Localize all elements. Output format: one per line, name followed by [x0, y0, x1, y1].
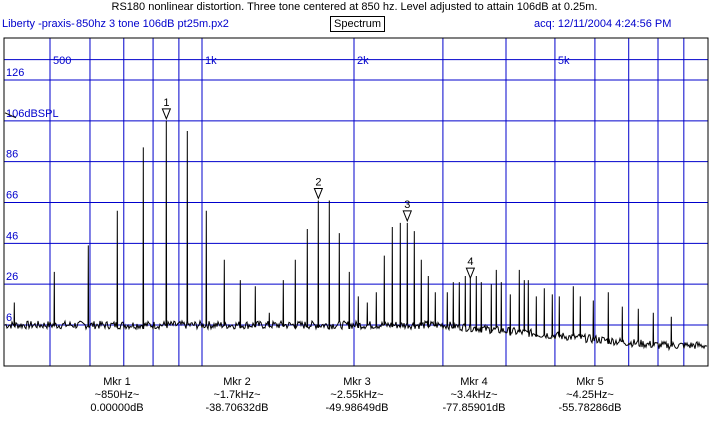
marker-label: 2	[315, 176, 321, 188]
analysis-title: RS180 nonlinear distortion. Three tone c…	[111, 1, 598, 13]
marker-triangle-icon	[465, 267, 476, 280]
marker-5-name: Mkr 5	[576, 376, 604, 388]
x-axis-labels: 500 1k 2k 5k	[53, 55, 570, 67]
marker-1-freq: ~850Hz~	[94, 389, 140, 401]
y-tick-label: 106dBSPL	[6, 108, 59, 120]
marker-label: 4	[467, 256, 473, 268]
marker-1-name: Mkr 1	[103, 376, 131, 388]
marker-4-readout: Mkr 4 ~3.4kHz~ -77.85901dB	[419, 376, 529, 415]
spectrum-trace	[4, 120, 708, 352]
marker-4-name: Mkr 4	[460, 376, 488, 388]
marker-label: 3	[404, 199, 410, 211]
marker-3-value: -49.98649dB	[325, 402, 389, 414]
marker-1-value: 0.00000dB	[90, 402, 144, 414]
y-tick-label: 6	[6, 312, 12, 324]
y-tick-label: 46	[6, 230, 18, 242]
reference-level-icon	[4, 112, 17, 119]
marker-triangle-icon	[402, 210, 413, 223]
acquisition-timestamp: acq: 12/11/2004 4:24:56 PM	[534, 18, 672, 30]
x-tick-label: 500	[53, 55, 71, 67]
x-tick-label: 2k	[357, 55, 369, 67]
marker-2-name: Mkr 2	[223, 376, 251, 388]
marker-2-value: -38.70632dB	[205, 402, 269, 414]
marker-layer: 1 2 3 4	[161, 97, 476, 280]
marker-1-readout: Mkr 1 ~850Hz~ 0.00000dB	[62, 376, 172, 415]
spectrum-mode-button[interactable]: Spectrum	[330, 16, 386, 32]
marker-triangle-icon	[161, 108, 172, 121]
y-tick-label: 66	[6, 190, 18, 202]
plot-grid	[4, 38, 708, 366]
marker-5-freq: ~4.25Hz~	[566, 389, 614, 401]
y-tick-label: 126	[6, 67, 24, 79]
x-tick-label: 1k	[205, 55, 217, 67]
marker-3-readout: Mkr 3 ~2.55kHz~ -49.98649dB	[302, 376, 412, 415]
y-axis-labels: 126 106dBSPL 86 66 46 26 6	[4, 67, 59, 324]
file-name: 850hz 3 tone 106dB pt25m.px2	[76, 18, 229, 30]
marker-4-value: -77.85901dB	[442, 402, 506, 414]
spectrum-trace-line	[4, 120, 708, 352]
marker-4-freq: ~3.4kHz~	[450, 389, 498, 401]
marker-3-freq: ~2.55kHz~	[330, 389, 384, 401]
app-name: Liberty -praxis-	[2, 18, 75, 30]
plot-frame	[3, 37, 709, 367]
marker-triangle-icon	[313, 187, 324, 200]
x-tick-label: 5k	[558, 55, 570, 67]
marker-5-readout: Mkr 5 ~4.25Hz~ -55.78286dB	[535, 376, 645, 415]
marker-2-freq: ~1.7kHz~	[213, 389, 261, 401]
marker-3-name: Mkr 3	[343, 376, 371, 388]
marker-label: 1	[163, 97, 169, 109]
marker-5-value: -55.78286dB	[558, 402, 622, 414]
marker-2-readout: Mkr 2 ~1.7kHz~ -38.70632dB	[182, 376, 292, 415]
y-tick-label: 86	[6, 149, 18, 161]
y-tick-label: 26	[6, 271, 18, 283]
